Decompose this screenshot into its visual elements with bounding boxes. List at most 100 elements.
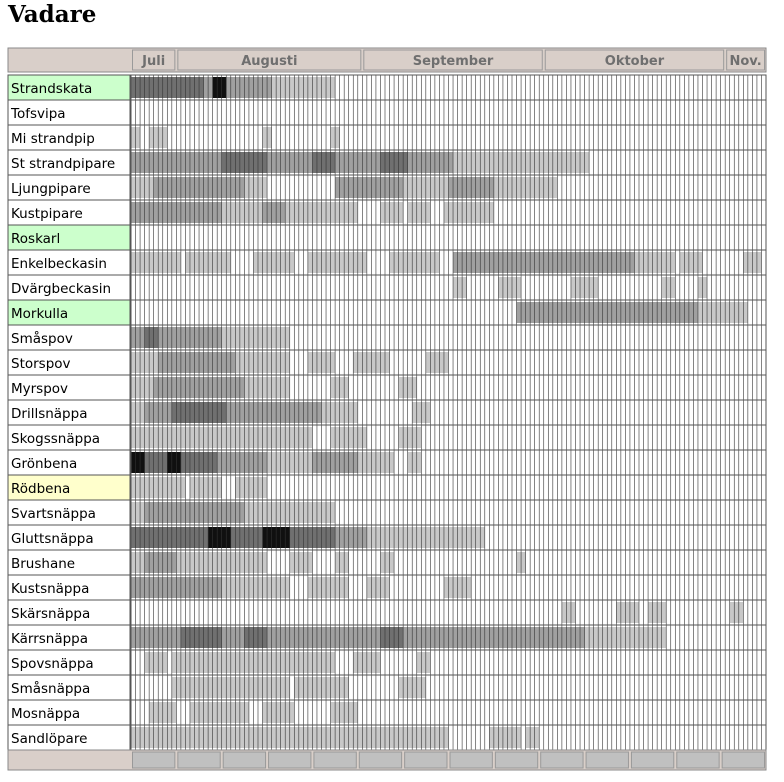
footer-cell [404, 751, 448, 769]
footer-cell [494, 751, 539, 769]
intensity-cell [131, 377, 154, 398]
intensity-cell [453, 252, 494, 273]
intensity-cell [131, 552, 145, 573]
intensity-cell [407, 202, 431, 223]
footer-cell [721, 751, 766, 769]
month-label: Nov. [730, 54, 762, 69]
intensity-cell [144, 327, 159, 348]
species-label-cell [7, 424, 131, 451]
species-label-cell [7, 324, 131, 351]
intensity-cell [221, 677, 290, 698]
intensity-cell [525, 727, 540, 748]
intensity-cell [235, 477, 268, 498]
species-label: Rödbena [11, 481, 70, 497]
intensity-cell [425, 352, 449, 373]
species-label: Morkulla [11, 306, 68, 322]
species-label: Dvärgbeckasin [11, 281, 111, 297]
intensity-cell [144, 652, 168, 673]
species-label: Storspov [11, 356, 71, 372]
species-label-cell [7, 174, 131, 201]
intensity-cell [335, 177, 367, 198]
intensity-cell [144, 452, 168, 473]
intensity-cell [131, 177, 154, 198]
species-label-cell [7, 124, 131, 151]
intensity-cell [221, 202, 263, 223]
intensity-cell [289, 552, 313, 573]
intensity-cell [131, 627, 181, 648]
species-label-cell [7, 249, 131, 276]
intensity-cell [131, 452, 145, 473]
species-label: Brushane [11, 556, 75, 572]
intensity-cell [253, 252, 295, 273]
intensity-cell [153, 577, 177, 598]
intensity-cell [221, 577, 290, 598]
intensity-cell [389, 252, 440, 273]
intensity-cell [307, 577, 349, 598]
species-label: Roskarl [11, 231, 60, 247]
intensity-cell [403, 627, 472, 648]
intensity-cell [380, 202, 404, 223]
intensity-cell [616, 602, 639, 623]
intensity-cell [380, 627, 404, 648]
species-label: Tofsvipa [10, 106, 66, 122]
species-label: Mi strandpip [11, 131, 95, 147]
intensity-cell [176, 502, 245, 523]
intensity-cell [239, 652, 290, 673]
intensity-cell [131, 327, 145, 348]
intensity-cell [217, 452, 268, 473]
intensity-cell [144, 502, 177, 523]
month-header-cell [726, 49, 766, 71]
intensity-cell [230, 527, 263, 548]
footer-cell [676, 751, 720, 769]
footer-cell [132, 751, 176, 769]
footer-cell [540, 751, 584, 769]
month-label: September [413, 54, 494, 69]
species-label-cell [7, 449, 131, 476]
intensity-cell [131, 402, 145, 423]
month-header-cell [177, 49, 362, 71]
species-label-cell [7, 724, 131, 751]
species-label-cell [7, 224, 131, 251]
intensity-cell [453, 277, 467, 298]
month-label: Oktober [605, 54, 665, 69]
species-label-cell [7, 74, 131, 101]
footer-cell [268, 751, 312, 769]
species-label: Kustpipare [11, 206, 83, 222]
footer-cell [449, 751, 493, 769]
intensity-cell [398, 427, 422, 448]
month-label: Augusti [241, 54, 297, 69]
month-header-cell [363, 49, 543, 71]
intensity-cell [226, 402, 322, 423]
species-label: Strandskata [11, 81, 92, 97]
month-header-cell [544, 49, 725, 71]
intensity-cell [307, 252, 367, 273]
month-header-cell [132, 49, 176, 71]
column-gridlines [130, 75, 767, 750]
intensity-cell [149, 727, 200, 748]
species-label-cell [7, 399, 131, 426]
species-label: Kärrsnäppa [11, 631, 88, 647]
species-label: Grönbena [11, 456, 77, 472]
intensity-cell [312, 527, 336, 548]
intensity-cell [167, 452, 181, 473]
species-label-cell [7, 524, 131, 551]
intensity-cell [407, 452, 422, 473]
intensity-cell [312, 152, 336, 173]
intensity-cell [131, 427, 172, 448]
species-label-cell [7, 599, 131, 626]
species-label: Drillsnäppa [11, 406, 87, 422]
species-label-cell [7, 674, 131, 701]
intensity-cell [366, 577, 390, 598]
species-label: Skärsnäppa [11, 606, 90, 622]
intensity-cell [221, 627, 245, 648]
intensity-cell [289, 527, 313, 548]
intensity-cell [262, 702, 295, 723]
species-label: Småsnäppa [11, 680, 90, 697]
intensity-cell [267, 627, 336, 648]
intensity-cell [679, 252, 703, 273]
species-label-cell [7, 499, 131, 526]
intensity-cell [171, 677, 222, 698]
species-label: Myrspov [11, 381, 68, 397]
species-label: Ljungpipare [11, 181, 91, 197]
